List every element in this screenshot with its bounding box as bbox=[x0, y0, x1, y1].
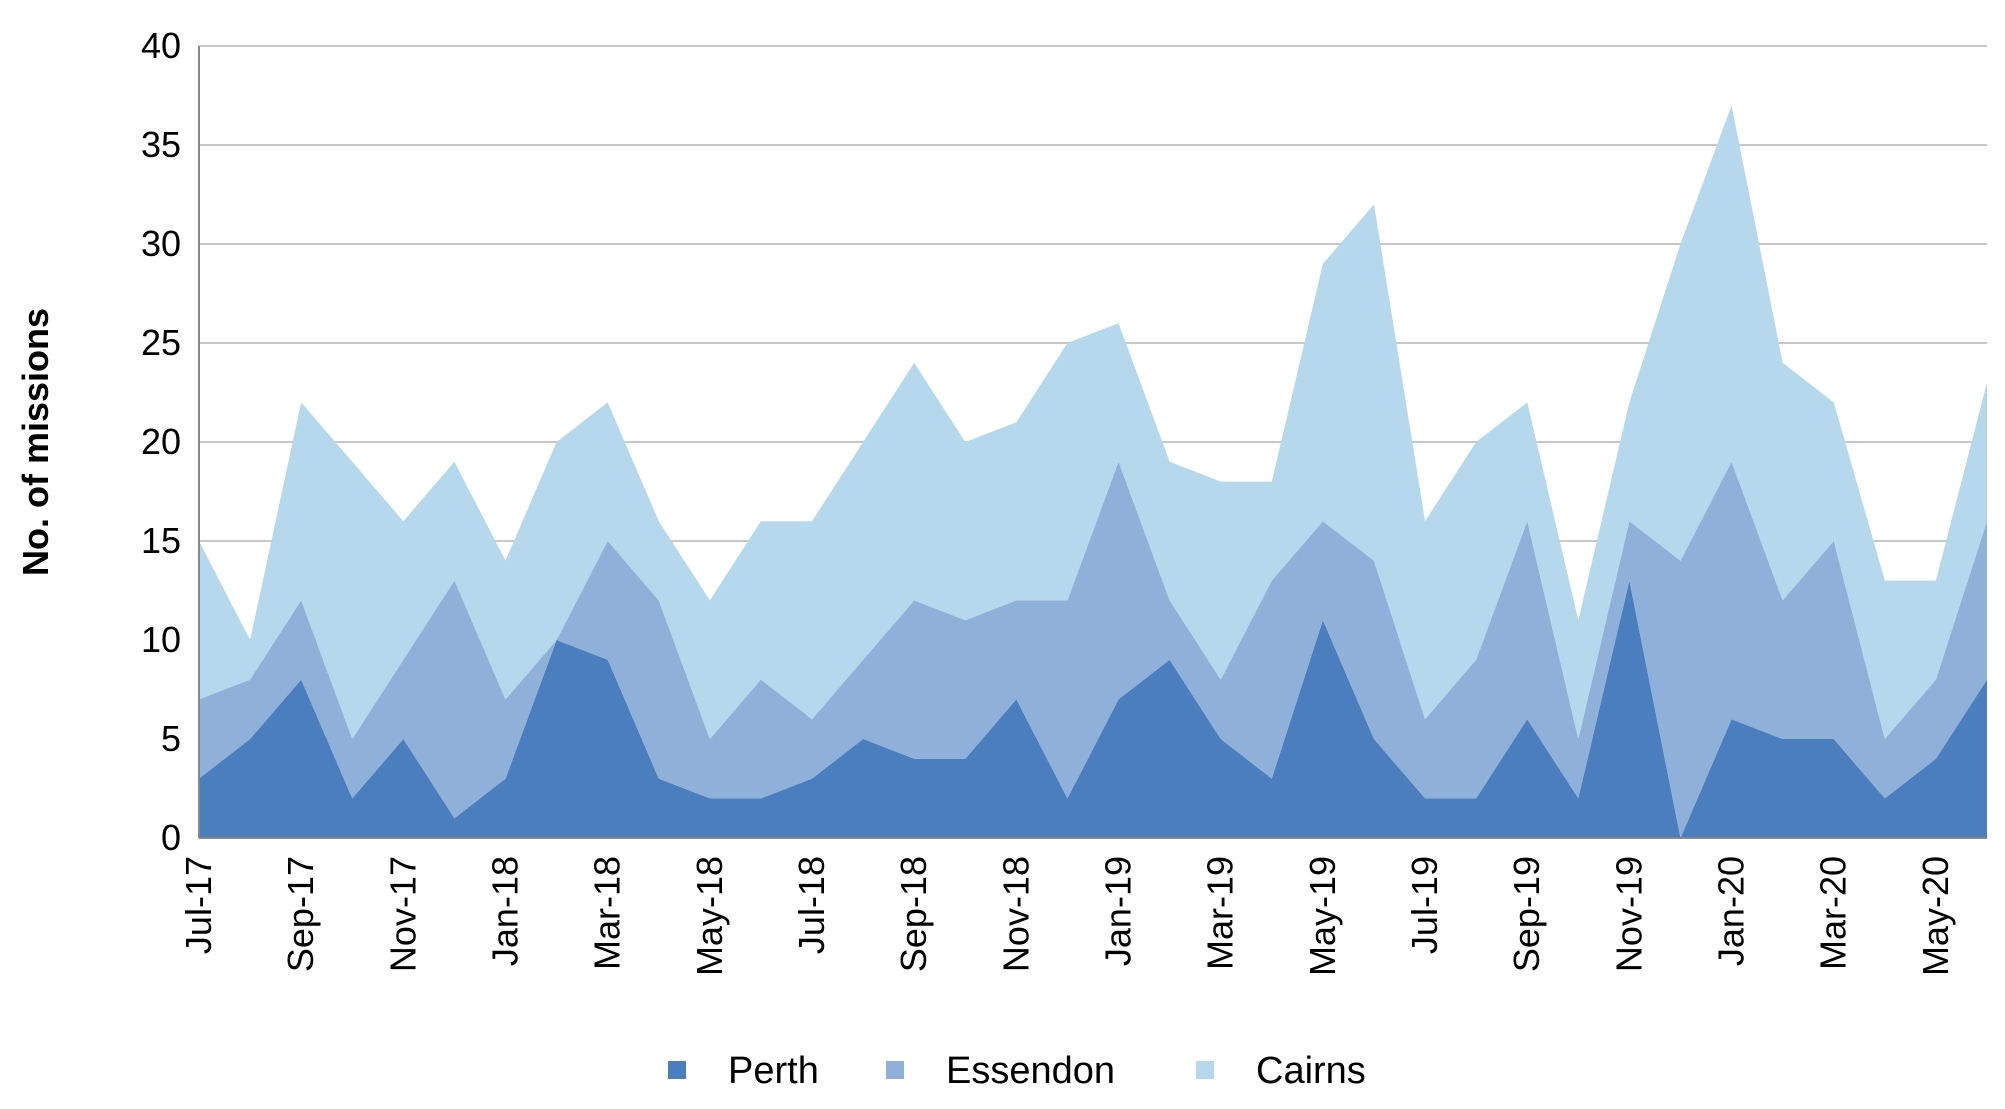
x-tick-label: Jul-19 bbox=[1404, 856, 1445, 954]
x-tick-label: Jan-19 bbox=[1098, 856, 1139, 966]
x-tick-label: Mar-18 bbox=[587, 856, 628, 970]
y-tick-label: 10 bbox=[141, 619, 181, 660]
legend-swatch bbox=[668, 1061, 686, 1079]
x-tick-label: Sep-17 bbox=[280, 856, 321, 972]
x-tick-label: Sep-19 bbox=[1506, 856, 1547, 972]
x-tick-label: Mar-20 bbox=[1813, 856, 1854, 970]
y-tick-label: 15 bbox=[141, 520, 181, 561]
legend-label: Cairns bbox=[1256, 1050, 1366, 1092]
y-tick-label: 35 bbox=[141, 124, 181, 165]
axes bbox=[198, 46, 1987, 839]
x-tick-label: Jan-20 bbox=[1711, 856, 1752, 966]
series-areas bbox=[199, 105, 1987, 838]
x-tick-labels: Jul-17 Sep-17 Nov-17 Jan-18 Mar-18 May-18 Jul-… bbox=[178, 856, 1956, 976]
x-tick-label: May-20 bbox=[1915, 856, 1956, 976]
x-tick-label: Jan-18 bbox=[485, 856, 526, 966]
x-tick-label: May-18 bbox=[689, 856, 730, 976]
legend-item-cairns: Cairns bbox=[1196, 1050, 1366, 1092]
x-tick-label: Mar-19 bbox=[1200, 856, 1241, 970]
area-essendon bbox=[199, 461, 1987, 838]
y-tick-label: 30 bbox=[141, 223, 181, 264]
y-tick-labels: 0 5 10 15 20 25 30 35 40 bbox=[141, 25, 181, 858]
x-tick-label: May-19 bbox=[1302, 856, 1343, 976]
legend-item-essendon: Essendon bbox=[886, 1050, 1115, 1092]
legend-item-perth: Perth bbox=[668, 1050, 819, 1092]
legend: Perth Essendon Cairns bbox=[668, 1050, 1366, 1092]
y-axis-label: No. of missions bbox=[15, 308, 56, 576]
y-tick-label: 5 bbox=[161, 718, 181, 759]
area-perth bbox=[199, 580, 1987, 838]
x-tick-label: Nov-17 bbox=[382, 856, 423, 972]
x-tick-label: Nov-19 bbox=[1608, 856, 1649, 972]
legend-label: Perth bbox=[728, 1050, 819, 1092]
x-tick-label: Jul-18 bbox=[791, 856, 832, 954]
x-tick-label: Sep-18 bbox=[893, 856, 934, 972]
x-tick-label: Jul-17 bbox=[178, 856, 219, 954]
x-tick-label: Nov-18 bbox=[995, 856, 1036, 972]
y-tick-label: 40 bbox=[141, 25, 181, 66]
legend-label: Essendon bbox=[946, 1050, 1115, 1092]
y-tick-label: 25 bbox=[141, 322, 181, 363]
y-tick-label: 0 bbox=[161, 817, 181, 858]
area-cairns bbox=[199, 105, 1987, 739]
legend-swatch bbox=[886, 1061, 904, 1079]
y-tick-label: 20 bbox=[141, 421, 181, 462]
legend-swatch bbox=[1196, 1061, 1214, 1079]
